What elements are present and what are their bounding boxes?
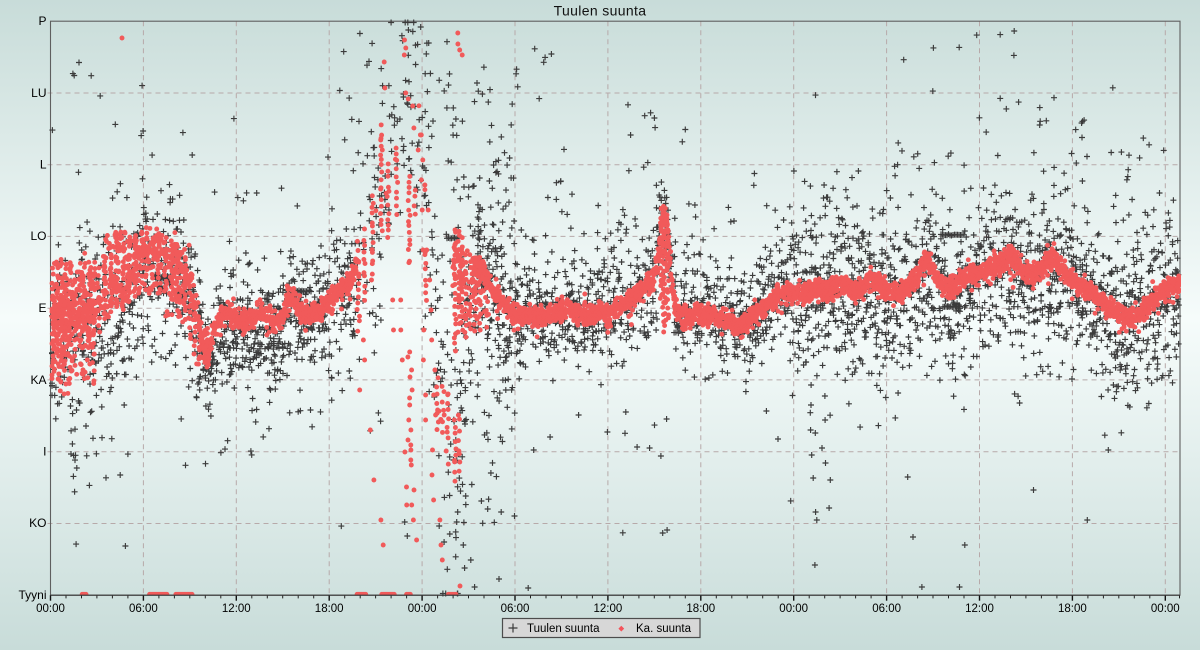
svg-text:06:00: 06:00 [872, 603, 901, 615]
svg-text:P: P [38, 14, 46, 28]
svg-text:E: E [38, 301, 46, 315]
svg-text:00:00: 00:00 [779, 603, 808, 615]
svg-text:00:00: 00:00 [1151, 603, 1180, 615]
svg-text:12:00: 12:00 [965, 603, 994, 615]
svg-text:06:00: 06:00 [129, 603, 158, 615]
svg-text:18:00: 18:00 [686, 603, 715, 615]
svg-text:00:00: 00:00 [408, 603, 437, 615]
svg-text:12:00: 12:00 [222, 603, 251, 615]
svg-text:I: I [43, 445, 46, 459]
svg-text:KO: KO [29, 516, 46, 530]
svg-text:06:00: 06:00 [501, 603, 530, 615]
svg-text:Tuulen suunta: Tuulen suunta [554, 3, 647, 19]
svg-text:18:00: 18:00 [315, 603, 344, 615]
svg-text:18:00: 18:00 [1058, 603, 1087, 615]
svg-text:12:00: 12:00 [594, 603, 623, 615]
svg-text:LU: LU [31, 86, 46, 100]
svg-text:Tyyni: Tyyni [18, 588, 46, 602]
svg-text:KA: KA [30, 373, 46, 387]
svg-text:LO: LO [30, 229, 46, 243]
svg-text:L: L [40, 158, 47, 172]
svg-text:00:00: 00:00 [36, 603, 65, 615]
